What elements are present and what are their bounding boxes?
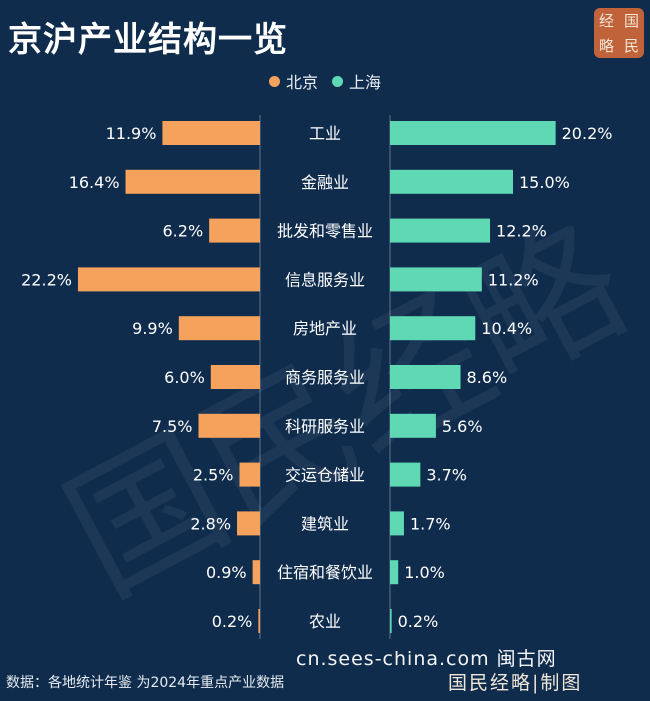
data-label-shanghai: 15.0% bbox=[519, 173, 570, 192]
bar-shanghai bbox=[390, 560, 399, 585]
data-label-beijing: 11.9% bbox=[106, 124, 157, 143]
data-label-shanghai: 1.7% bbox=[410, 514, 451, 533]
chart-legend: 北京 上海 bbox=[0, 68, 650, 94]
bar-shanghai bbox=[390, 316, 476, 341]
category-label: 批发和零售业 bbox=[277, 222, 373, 241]
data-label-shanghai: 11.2% bbox=[488, 270, 539, 289]
category-label: 农业 bbox=[309, 612, 341, 631]
bar-beijing bbox=[178, 316, 260, 341]
bar-beijing bbox=[210, 365, 260, 389]
category-label: 信息服务业 bbox=[285, 270, 365, 289]
data-label-beijing: 0.2% bbox=[212, 612, 253, 631]
bar-beijing bbox=[258, 609, 260, 633]
data-label-shanghai: 10.4% bbox=[481, 319, 532, 338]
data-label-beijing: 6.2% bbox=[163, 222, 204, 241]
bar-shanghai bbox=[390, 413, 436, 438]
site-watermark: cn.sees-china.com 闽古网 bbox=[296, 648, 557, 670]
data-label-shanghai: 0.2% bbox=[398, 612, 439, 631]
bar-shanghai bbox=[390, 267, 482, 292]
data-label-shanghai: 3.7% bbox=[426, 466, 467, 485]
bar-beijing bbox=[77, 267, 261, 292]
data-label-beijing: 7.5% bbox=[152, 417, 193, 436]
bar-beijing bbox=[125, 169, 261, 194]
legend-swatch-shanghai bbox=[332, 75, 343, 87]
bar-shanghai bbox=[390, 511, 404, 536]
data-label-beijing: 9.9% bbox=[132, 319, 173, 338]
bar-shanghai bbox=[390, 462, 421, 487]
bar-shanghai bbox=[390, 609, 392, 633]
bar-beijing bbox=[209, 218, 260, 243]
data-label-beijing: 6.0% bbox=[164, 368, 205, 387]
data-label-shanghai: 8.6% bbox=[467, 368, 508, 387]
legend-label-shanghai: 上海 bbox=[349, 73, 382, 92]
data-label-shanghai: 20.2% bbox=[562, 124, 613, 143]
category-label: 建筑业 bbox=[301, 514, 349, 533]
category-label: 交运仓储业 bbox=[285, 466, 365, 485]
data-label-beijing: 16.4% bbox=[69, 173, 120, 192]
legend-label-beijing: 北京 bbox=[285, 73, 318, 92]
data-source-note: 数据：各地统计年鉴 为2024年重点产业数据 bbox=[6, 675, 285, 691]
bar-beijing bbox=[162, 121, 260, 145]
logo-char: 国 bbox=[623, 12, 639, 30]
bar-beijing bbox=[252, 560, 260, 585]
category-label: 房地产业 bbox=[293, 319, 357, 338]
category-label: 科研服务业 bbox=[285, 417, 365, 436]
bar-shanghai bbox=[390, 218, 491, 243]
logo-char: 民 bbox=[623, 37, 639, 55]
bar-shanghai bbox=[390, 365, 461, 389]
category-label: 金融业 bbox=[301, 173, 349, 192]
bar-shanghai bbox=[390, 169, 513, 194]
data-label-beijing: 2.5% bbox=[193, 466, 234, 485]
legend-item-shanghai: 上海 bbox=[332, 69, 381, 93]
bar-beijing bbox=[198, 413, 260, 438]
bar-shanghai bbox=[390, 121, 556, 145]
data-label-shanghai: 1.0% bbox=[404, 563, 445, 582]
data-label-beijing: 22.2% bbox=[21, 270, 72, 289]
bar-beijing bbox=[239, 462, 260, 487]
publisher-logo: 经 国 略 民 bbox=[594, 8, 644, 58]
bar-beijing bbox=[237, 511, 260, 536]
butterfly-bar-chart: 11.9% 20.2% 工业 16.4% 15.0% 金融业 6.2% 12.2% 批发和零售业… bbox=[21, 115, 613, 639]
data-label-beijing: 0.9% bbox=[206, 563, 247, 582]
logo-char: 略 bbox=[598, 37, 614, 55]
data-label-beijing: 2.8% bbox=[190, 514, 231, 533]
data-label-shanghai: 12.2% bbox=[496, 222, 547, 241]
category-label: 工业 bbox=[309, 124, 341, 143]
legend-swatch-beijing bbox=[268, 75, 280, 87]
logo-char: 经 bbox=[598, 12, 614, 30]
chart-credit: 国民经略|制图 bbox=[448, 672, 583, 694]
category-label: 商务服务业 bbox=[285, 368, 365, 387]
legend-item-beijing: 北京 bbox=[268, 69, 318, 93]
category-label: 住宿和餐饮业 bbox=[277, 563, 373, 582]
page-title: 京沪产业结构一览 bbox=[8, 20, 288, 60]
data-label-shanghai: 5.6% bbox=[442, 417, 483, 436]
